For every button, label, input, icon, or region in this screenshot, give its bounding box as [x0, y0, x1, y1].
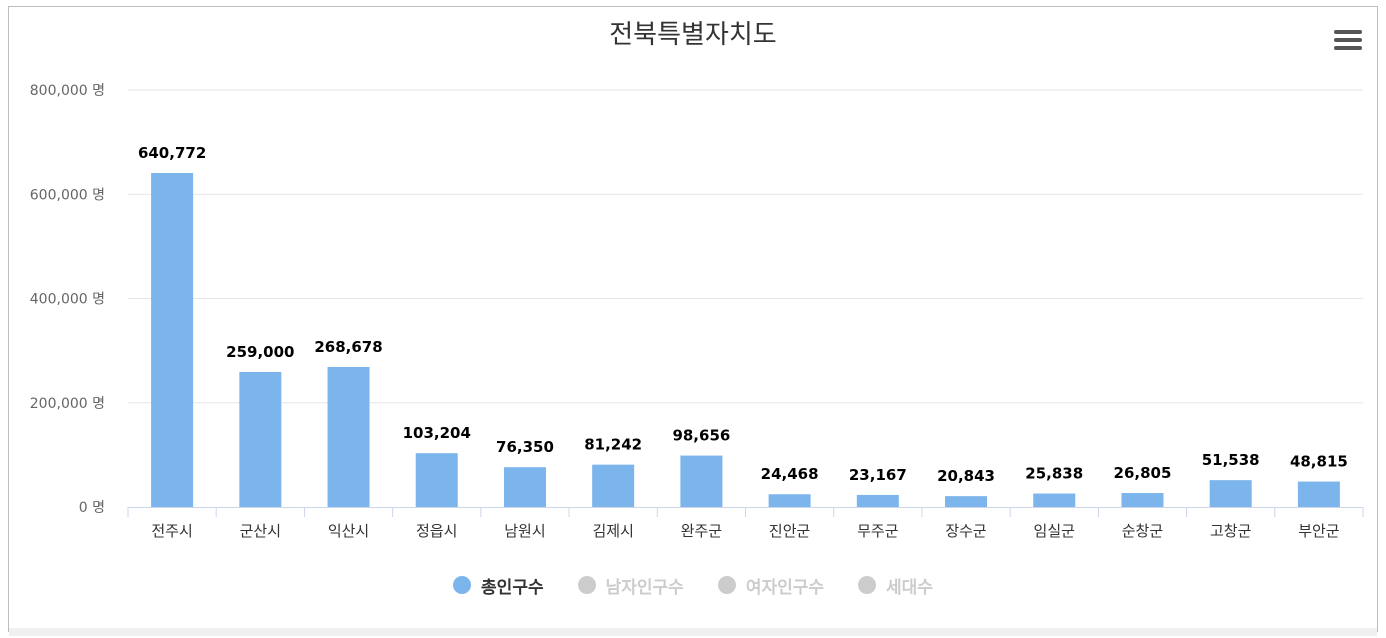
hamburger-menu-icon[interactable] — [1334, 30, 1362, 52]
x-tick-label: 군산시 — [240, 522, 281, 540]
x-tick-label: 익산시 — [328, 522, 369, 540]
legend-label: 총인구수 — [481, 577, 544, 598]
bar — [503, 467, 546, 507]
legend-item[interactable]: 남자인구수 — [577, 573, 684, 598]
bar — [1033, 493, 1076, 507]
bar — [151, 172, 194, 507]
data-label: 98,656 — [672, 427, 730, 445]
legend-label: 남자인구수 — [605, 577, 684, 598]
x-tick-label: 정읍시 — [416, 522, 457, 540]
y-tick-label: 800,000 명 — [30, 83, 105, 99]
data-label: 76,350 — [496, 438, 554, 456]
data-label: 26,805 — [1114, 464, 1172, 482]
y-tick-label: 200,000 명 — [30, 396, 105, 412]
legend-label: 세대수 — [886, 577, 933, 598]
data-label: 268,678 — [314, 338, 382, 356]
x-tick-label: 고창군 — [1210, 522, 1252, 540]
bar — [327, 366, 370, 507]
bar — [856, 494, 899, 507]
x-tick-label: 완주군 — [681, 522, 723, 540]
x-tick-label: 순창군 — [1122, 522, 1164, 540]
x-tick-label: 진안군 — [769, 522, 811, 540]
data-label: 259,000 — [226, 343, 294, 361]
legend-item[interactable]: 여자인구수 — [717, 573, 825, 598]
bar — [239, 371, 282, 507]
data-label: 48,815 — [1290, 453, 1348, 471]
bar — [415, 453, 458, 507]
chart-title: 전북특별자치도 — [609, 20, 777, 50]
legend-item[interactable]: 총인구수 — [453, 573, 544, 598]
legend-label: 여자인구수 — [745, 577, 825, 598]
bar — [1121, 493, 1164, 507]
x-tick-label: 무주군 — [857, 522, 899, 540]
data-label: 81,242 — [584, 436, 642, 454]
x-tick-label: 장수군 — [945, 522, 987, 540]
data-label: 23,167 — [849, 466, 907, 484]
bar — [680, 455, 723, 507]
legend-marker — [858, 576, 877, 594]
bar — [1209, 480, 1252, 507]
data-label: 51,538 — [1202, 451, 1260, 469]
data-label: 24,468 — [761, 465, 819, 483]
bar — [592, 464, 635, 507]
bottom-strip — [9, 628, 1377, 636]
x-tick-label: 김제시 — [592, 522, 633, 540]
chart-container — [8, 6, 1378, 632]
x-tick-label: 남원시 — [504, 522, 545, 540]
x-tick-label: 부안군 — [1298, 522, 1340, 540]
legend-marker — [577, 576, 596, 594]
bar — [1297, 481, 1340, 507]
data-label: 25,838 — [1025, 465, 1083, 483]
y-tick-label: 0 명 — [79, 500, 105, 516]
y-tick-label: 400,000 명 — [30, 292, 105, 308]
chart-legend: 총인구수 남자인구수 여자인구수 세대수 — [0, 570, 1386, 600]
data-label: 103,204 — [403, 424, 471, 442]
y-tick-label: 600,000 명 — [30, 187, 105, 203]
legend-marker — [453, 576, 472, 594]
legend-item[interactable]: 세대수 — [858, 573, 933, 598]
x-tick-label: 전주시 — [151, 522, 192, 540]
bar — [945, 496, 988, 507]
data-label: 640,772 — [138, 144, 206, 162]
legend-marker — [717, 576, 736, 594]
data-label: 20,843 — [937, 467, 995, 485]
x-tick-label: 임실군 — [1034, 522, 1076, 540]
bar — [768, 494, 811, 507]
